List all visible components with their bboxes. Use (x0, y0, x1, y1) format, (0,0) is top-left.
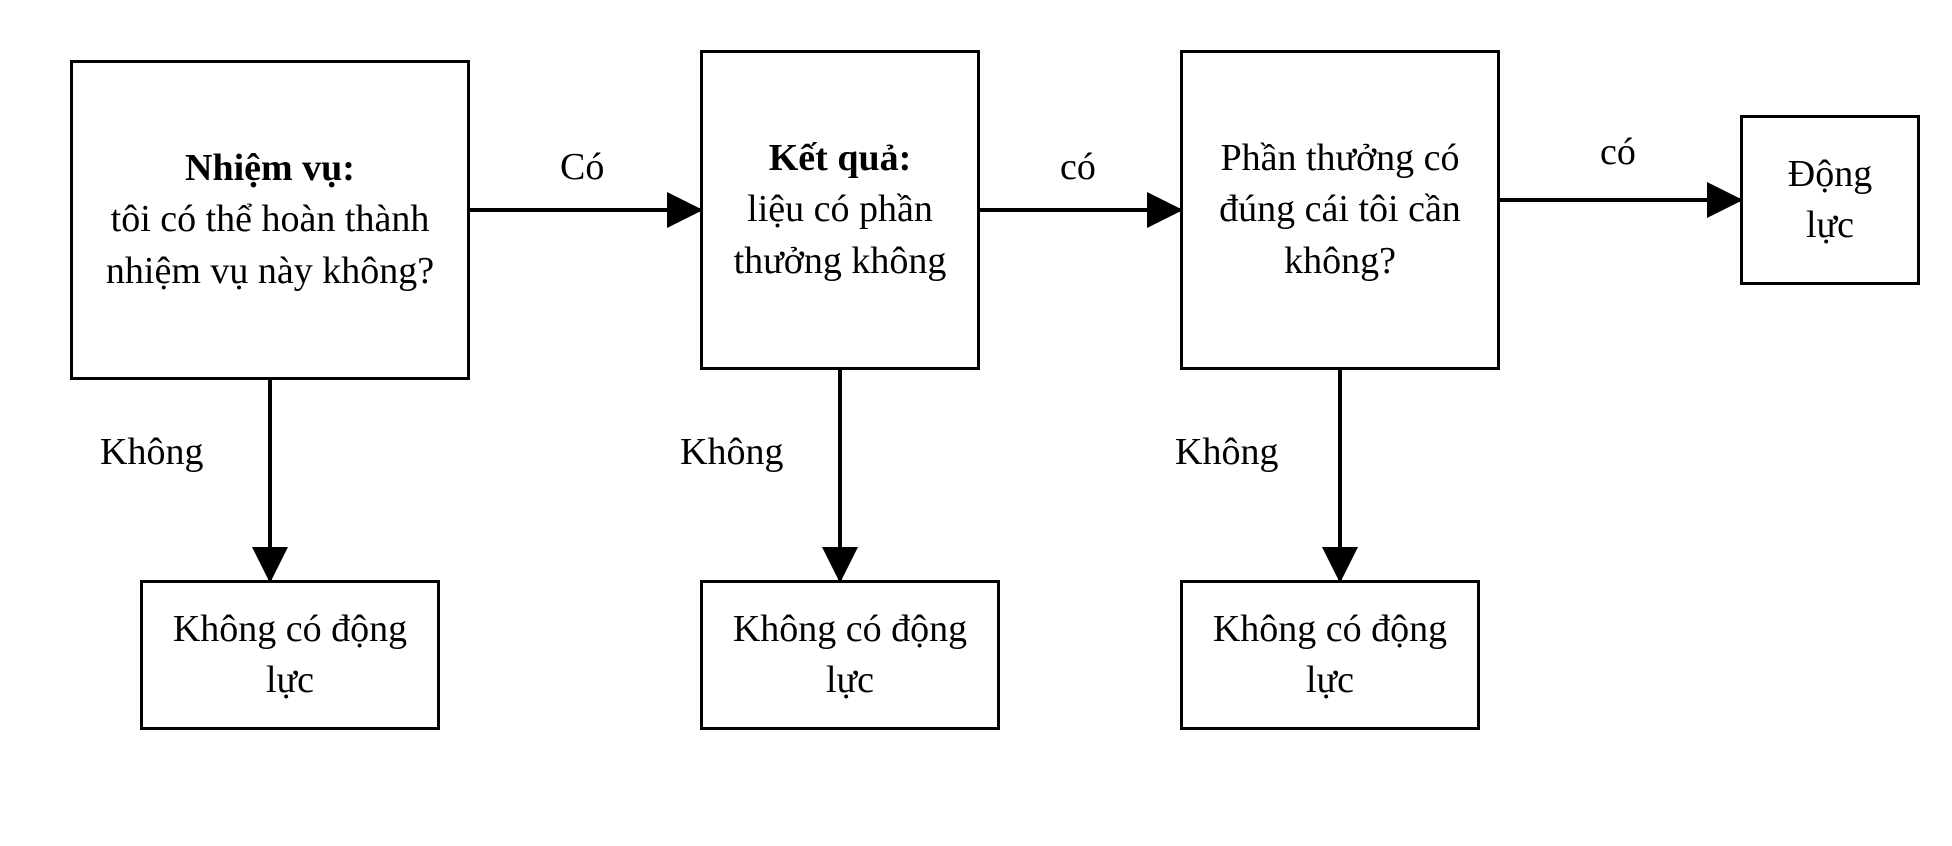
node-reward-body: Phần thưởng có đúng cái tôi cần không? (1219, 137, 1461, 282)
node-result-title: Kết quả: (769, 137, 912, 179)
edge-label-yes-3: có (1600, 130, 1636, 174)
node-task-title: Nhiệm vụ: (185, 147, 355, 189)
node-no-motivation-1: Không có động lực (140, 580, 440, 730)
node-reward: Phần thưởng có đúng cái tôi cần không? (1180, 50, 1500, 370)
edge-label-no-1: Không (100, 430, 203, 474)
node-no-motivation-3: Không có động lực (1180, 580, 1480, 730)
node-no1-body: Không có động lực (173, 608, 407, 701)
node-no2-body: Không có động lực (733, 608, 967, 701)
edge-label-no-3: Không (1175, 430, 1278, 474)
node-motivation-body: Động lực (1788, 153, 1872, 246)
node-motivation: Động lực (1740, 115, 1920, 285)
node-task: Nhiệm vụ: tôi có thể hoàn thành nhiệm vụ… (70, 60, 470, 380)
node-result: Kết quả: liệu có phần thưởng không (700, 50, 980, 370)
edge-label-no-2: Không (680, 430, 783, 474)
flowchart-canvas: Nhiệm vụ: tôi có thể hoàn thành nhiệm vụ… (0, 0, 1952, 846)
node-result-body: liệu có phần thưởng không (734, 188, 947, 281)
edge-label-yes-2: có (1060, 145, 1096, 189)
node-task-body: tôi có thể hoàn thành nhiệm vụ này không… (106, 198, 434, 291)
node-no-motivation-2: Không có động lực (700, 580, 1000, 730)
node-no3-body: Không có động lực (1213, 608, 1447, 701)
edge-label-yes-1: Có (560, 145, 604, 189)
